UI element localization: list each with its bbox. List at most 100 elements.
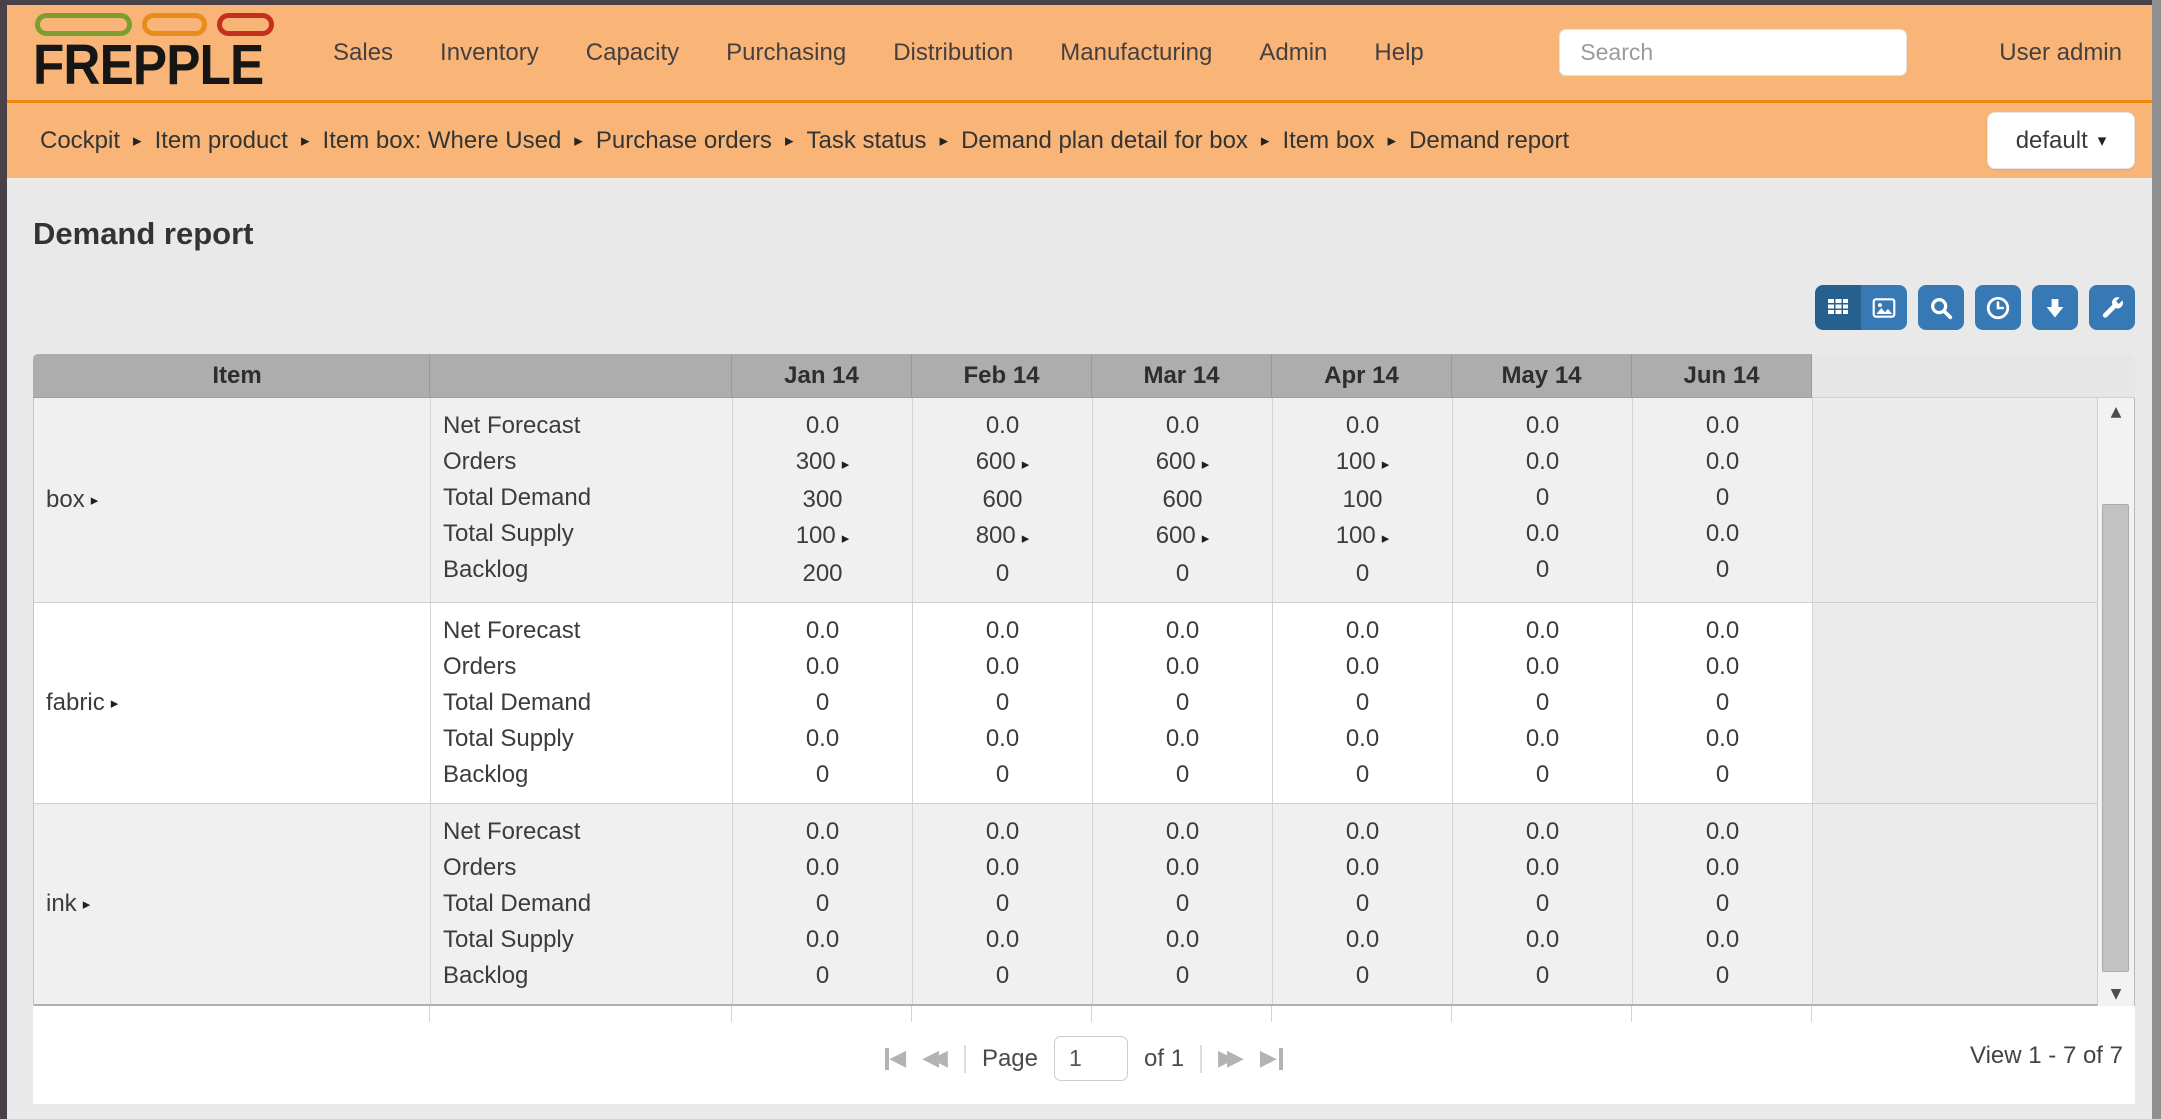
- page-number-input[interactable]: [1054, 1036, 1128, 1081]
- search-filter-button[interactable]: [1918, 285, 1964, 330]
- menu-item-capacity[interactable]: Capacity: [586, 39, 679, 67]
- value-text: 0.0: [1346, 653, 1379, 680]
- menu-item-manufacturing[interactable]: Manufacturing: [1060, 39, 1212, 67]
- main-menu: Sales Inventory Capacity Purchasing Distribu…: [333, 39, 1424, 67]
- drill-down-icon[interactable]: ▸: [1202, 455, 1210, 473]
- cell-value: 0.0: [1453, 922, 1632, 958]
- first-page-button[interactable]: ◀: [885, 1046, 906, 1071]
- arrow-down-icon: [2043, 296, 2067, 320]
- drill-down-icon[interactable]: ▸: [1022, 529, 1030, 547]
- cell-value: 0.0: [1453, 444, 1632, 480]
- drill-down-icon[interactable]: ▸: [842, 529, 850, 547]
- drill-down-icon[interactable]: ▸: [111, 694, 119, 712]
- graph-view-button[interactable]: [1861, 285, 1907, 330]
- cell-value: 300: [733, 482, 912, 518]
- breadcrumb-item-item-box[interactable]: Item box: [1282, 127, 1374, 155]
- scrollbar-thumb[interactable]: [2102, 504, 2129, 972]
- value-text: 0: [1536, 689, 1549, 716]
- cell-value: 100▸: [1273, 444, 1452, 482]
- measure-label-net-forecast: Net Forecast: [443, 814, 732, 850]
- table-row: box▸Net ForecastOrdersTotal DemandTotal …: [34, 398, 2134, 603]
- cell-value: 0: [1273, 556, 1452, 592]
- value-text: 0.0: [1526, 926, 1559, 953]
- cell-value: 0.0: [913, 814, 1092, 850]
- column-header-mar-14[interactable]: Mar 14: [1092, 354, 1272, 398]
- cell-value: 0: [733, 886, 912, 922]
- table-icon: [1826, 296, 1850, 320]
- last-page-button[interactable]: ▶: [1260, 1046, 1283, 1071]
- drill-down-icon[interactable]: ▸: [1202, 529, 1210, 547]
- month-cell-box-mar-14: 0.0600▸600600▸0: [1093, 398, 1273, 602]
- breadcrumb-item-task-status[interactable]: Task status: [806, 127, 926, 155]
- browser-scrollbar[interactable]: [2152, 0, 2161, 1119]
- drill-down-icon[interactable]: ▸: [1022, 455, 1030, 473]
- item-ink[interactable]: ink▸: [34, 804, 431, 1004]
- breadcrumb-item-item-product[interactable]: Item product: [155, 127, 288, 155]
- theme-selector-button[interactable]: default ▾: [1987, 112, 2135, 169]
- value-text: 0: [996, 761, 1009, 788]
- cell-value: 0.0: [733, 649, 912, 685]
- column-header-jun-14[interactable]: Jun 14: [1632, 354, 1812, 398]
- time-buckets-button[interactable]: [1975, 285, 2021, 330]
- breadcrumb-item-cockpit[interactable]: Cockpit: [40, 127, 120, 155]
- download-button[interactable]: [2032, 285, 2078, 330]
- breadcrumb-item-item-box-where-used[interactable]: Item box: Where Used: [323, 127, 562, 155]
- partial-row: [33, 1006, 2135, 1022]
- column-header-feb-14[interactable]: Feb 14: [912, 354, 1092, 398]
- table-view-button[interactable]: [1815, 285, 1861, 330]
- month-cell-ink-mar-14: 0.00.000.00: [1093, 804, 1273, 1004]
- value-text: 0.0: [986, 854, 1019, 881]
- pager-bar: ◀ ◀◀ Page of 1 ▶▶ ▶ View 1 - 7 of 7: [33, 1006, 2135, 1104]
- column-header-item[interactable]: Item: [33, 354, 430, 398]
- value-text: 0.0: [1166, 818, 1199, 845]
- value-text: 0: [996, 890, 1009, 917]
- view-toggle-group: [1815, 285, 1907, 330]
- cell-value: 0.0: [1453, 516, 1632, 552]
- scroll-down-icon[interactable]: ▼: [2098, 986, 2134, 1002]
- cell-value: 0: [913, 958, 1092, 994]
- menu-item-inventory[interactable]: Inventory: [440, 39, 539, 67]
- column-header-apr-14[interactable]: Apr 14: [1272, 354, 1452, 398]
- scroll-up-icon[interactable]: ▲: [2098, 404, 2134, 420]
- value-text: 0: [1356, 689, 1369, 716]
- column-header-may-14[interactable]: May 14: [1452, 354, 1632, 398]
- value-text: 0.0: [1526, 412, 1559, 439]
- value-text: 0.0: [1706, 854, 1739, 881]
- menu-item-admin[interactable]: Admin: [1259, 39, 1327, 67]
- drill-down-icon[interactable]: ▸: [83, 895, 91, 913]
- value-text: 0.0: [1526, 725, 1559, 752]
- menu-item-purchasing[interactable]: Purchasing: [726, 39, 846, 67]
- menu-item-distribution[interactable]: Distribution: [893, 39, 1013, 67]
- menu-item-help[interactable]: Help: [1374, 39, 1423, 67]
- column-header-jan-14[interactable]: Jan 14: [732, 354, 912, 398]
- measure-labels: Net ForecastOrdersTotal DemandTotal Supp…: [431, 603, 733, 803]
- drill-down-icon[interactable]: ▸: [842, 455, 850, 473]
- chevron-down-icon: ▾: [2098, 131, 2107, 151]
- item-fabric[interactable]: fabric▸: [34, 603, 431, 803]
- month-cell-box-jun-14: 0.00.000.00: [1633, 398, 1813, 602]
- month-cell-box-jan-14: 0.0300▸300100▸200: [733, 398, 913, 602]
- value-text: 0.0: [986, 412, 1019, 439]
- prev-page-button[interactable]: ◀◀: [922, 1046, 948, 1071]
- breadcrumb-item-demand-report[interactable]: Demand report: [1409, 127, 1569, 155]
- item-box[interactable]: box▸: [34, 398, 431, 602]
- value-text: 0.0: [1706, 926, 1739, 953]
- drill-down-icon[interactable]: ▸: [1382, 455, 1390, 473]
- menu-item-sales[interactable]: Sales: [333, 39, 393, 67]
- cell-value: 0: [1453, 886, 1632, 922]
- page-of-label: of 1: [1144, 1045, 1184, 1073]
- value-text: 600: [1156, 522, 1196, 549]
- row-filler: [1813, 603, 2134, 803]
- value-text: 0.0: [1166, 617, 1199, 644]
- breadcrumb-item-purchase-orders[interactable]: Purchase orders: [596, 127, 772, 155]
- frepple-logo[interactable]: FREPPLE: [33, 13, 295, 91]
- breadcrumb-item-demand-plan-detail-for-box[interactable]: Demand plan detail for box: [961, 127, 1248, 155]
- drill-down-icon[interactable]: ▸: [91, 491, 99, 509]
- customize-button[interactable]: [2089, 285, 2135, 330]
- user-menu[interactable]: User admin: [1999, 39, 2122, 67]
- next-page-button[interactable]: ▶▶: [1218, 1046, 1244, 1071]
- value-text: 0: [1536, 962, 1549, 989]
- drill-down-icon[interactable]: ▸: [1382, 529, 1390, 547]
- search-input[interactable]: [1559, 29, 1907, 76]
- value-text: 600: [1162, 486, 1202, 513]
